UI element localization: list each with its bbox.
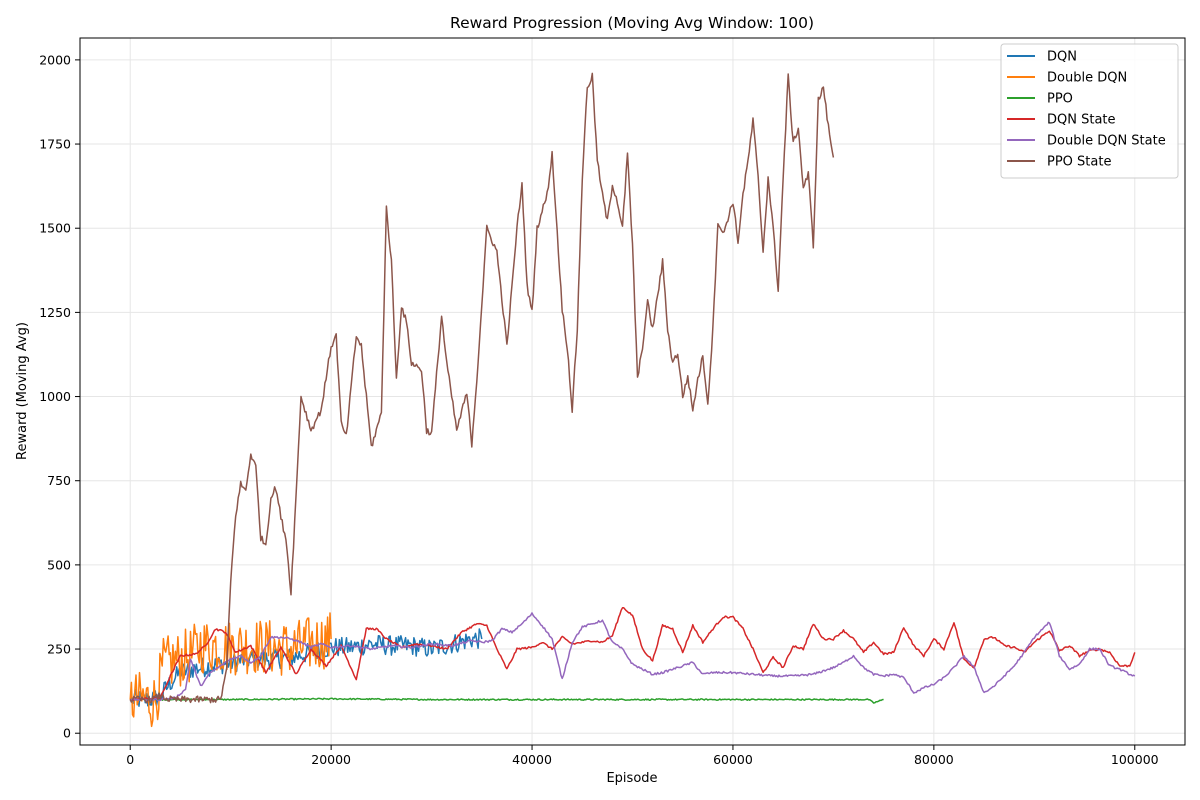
y-tick-label: 1000 bbox=[39, 389, 71, 404]
y-tick-label: 1500 bbox=[39, 221, 71, 236]
series-line-0 bbox=[129, 628, 483, 707]
legend-label: DQN bbox=[1047, 50, 1077, 65]
legend-label: PPO bbox=[1047, 92, 1073, 107]
y-tick-label: 500 bbox=[47, 557, 71, 572]
x-tick-label: 20000 bbox=[311, 752, 351, 767]
series-line-2 bbox=[130, 697, 884, 704]
series-line-5 bbox=[129, 72, 835, 704]
axis-ticks: 0 20000 40000 60000 80000 100000 0 250 500 750 100… bbox=[39, 52, 1158, 767]
x-tick-label: 60000 bbox=[713, 752, 753, 767]
legend-label: PPO State bbox=[1047, 155, 1111, 170]
plot-frame bbox=[79, 37, 1186, 746]
legend-label: DQN State bbox=[1047, 113, 1116, 128]
x-tick-label: 40000 bbox=[512, 752, 552, 767]
series-line-1 bbox=[129, 612, 332, 728]
series-line-3 bbox=[130, 607, 1136, 701]
series-line-4 bbox=[129, 612, 1136, 702]
y-tick-label: 1750 bbox=[39, 137, 71, 152]
x-tick-label: 80000 bbox=[914, 752, 954, 767]
x-tick-label: 100000 bbox=[1111, 752, 1159, 767]
y-tick-label: 2000 bbox=[39, 52, 71, 67]
x-tick-label: 0 bbox=[126, 752, 134, 767]
y-tick-label: 250 bbox=[47, 642, 71, 657]
legend-box bbox=[1000, 43, 1179, 179]
y-tick-label: 750 bbox=[47, 473, 71, 488]
legend-label: Double DQN bbox=[1047, 71, 1127, 86]
y-tick-label: 0 bbox=[63, 726, 71, 741]
legend-label: Double DQN State bbox=[1047, 134, 1166, 149]
x-axis-label: Episode bbox=[606, 771, 657, 786]
chart-title: Reward Progression (Moving Avg Window: 1… bbox=[450, 14, 814, 32]
y-axis-label: Reward (Moving Avg) bbox=[15, 322, 30, 460]
legend: DQN Double DQN PPO DQN State Double DQN Stat… bbox=[1000, 43, 1179, 179]
y-tick-label: 1250 bbox=[39, 305, 71, 320]
series-layer bbox=[129, 72, 1136, 728]
